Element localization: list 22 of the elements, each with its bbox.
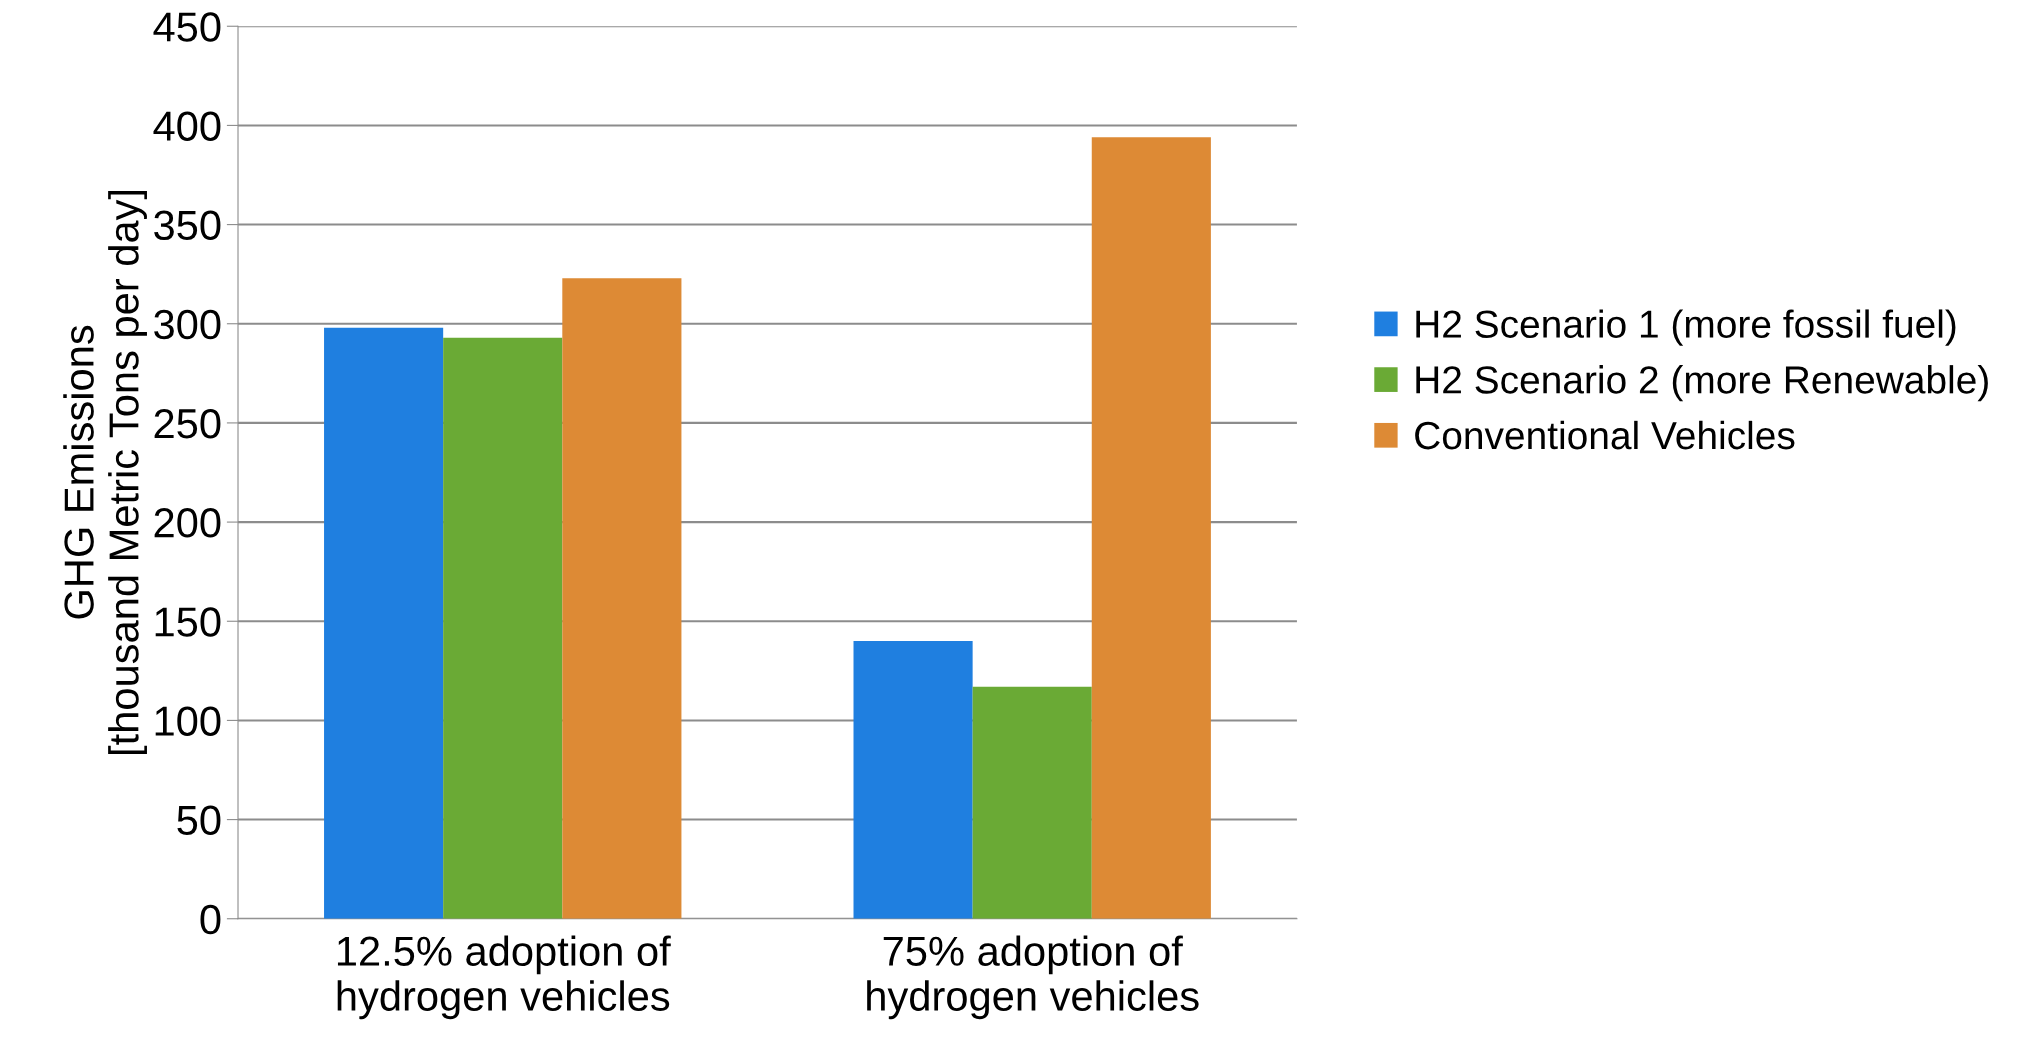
y-tick-label: 0 — [200, 904, 221, 935]
bar — [1091, 137, 1211, 919]
legend-label: Conventional Vehicles — [1415, 420, 1795, 450]
y-tick-label: 250 — [154, 408, 221, 439]
y-tick-label: 200 — [154, 508, 221, 538]
y-tick-label: 100 — [155, 706, 221, 736]
x-tick-label: 12.5% adoption of hydrogen vehicles — [337, 935, 671, 1020]
x-tick-label: 75% adoption of hydrogen vehicles — [867, 935, 1199, 1020]
y-tick-label: 450 — [153, 12, 221, 42]
y-tick-label: 300 — [154, 309, 221, 340]
bar — [972, 686, 1092, 919]
bar — [562, 278, 682, 919]
y-tick-label: 50 — [177, 805, 221, 836]
legend-label: H2 Scenario 2 (more Renewable) — [1416, 365, 1988, 402]
bar — [443, 337, 563, 919]
bar — [324, 327, 444, 919]
y-tick-label: 400 — [153, 111, 221, 141]
legend-label: H2 Scenario 1 (more fossil fuel) — [1416, 309, 1956, 346]
y-axis-title: GHG Emissions [thousand Metric Tons per day] — [63, 190, 147, 755]
y-tick-label: 350 — [154, 210, 221, 241]
y-tick-label: 150 — [155, 607, 221, 637]
bar — [853, 641, 973, 919]
